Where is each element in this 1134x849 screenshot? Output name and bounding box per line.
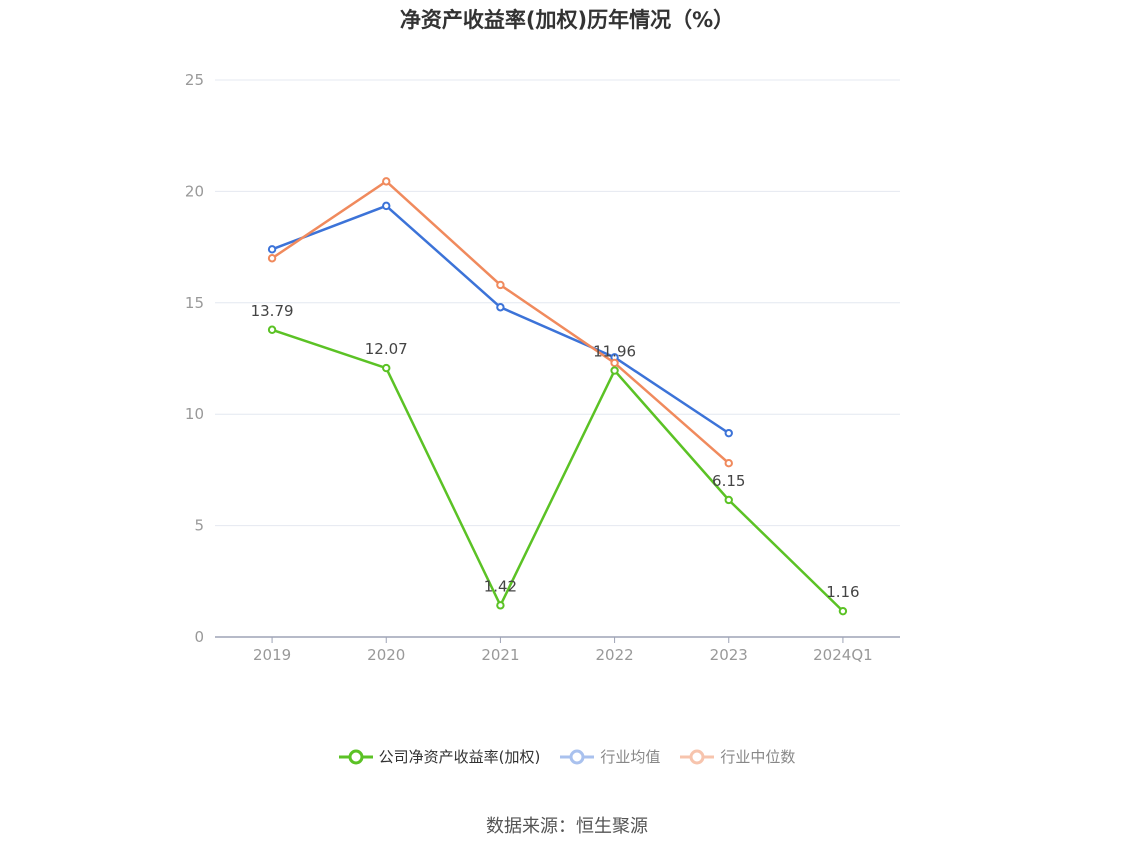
legend-label-company: 公司净资产收益率(加权) xyxy=(378,748,541,766)
y-tick-label: 20 xyxy=(185,182,204,200)
x-tick-label: 2021 xyxy=(481,646,519,664)
data-label: 1.42 xyxy=(484,577,517,595)
data-point xyxy=(724,428,733,438)
data-label: 6.15 xyxy=(712,472,745,490)
data-point xyxy=(838,606,848,616)
data-point xyxy=(267,245,277,254)
data-point xyxy=(382,201,391,211)
data-point xyxy=(267,254,277,263)
legend-label-median: 行业中位数 xyxy=(720,748,796,766)
x-tick-label: 2024Q1 xyxy=(813,646,873,664)
data-label: 1.16 xyxy=(826,583,859,601)
legend-item-company[interactable]: 公司净资产收益率(加权) xyxy=(338,746,541,767)
legend-swatch-median-icon xyxy=(680,749,715,764)
legend-item-average[interactable]: 行业均值 xyxy=(560,746,660,767)
data-point xyxy=(610,358,619,368)
y-tick-label: 15 xyxy=(185,294,204,312)
data-label: 12.07 xyxy=(365,340,408,358)
legend: 公司净资产收益率(加权) 行业均值 行业中位数 xyxy=(0,746,1134,767)
data-point xyxy=(496,601,505,610)
legend-swatch-average-icon xyxy=(560,749,595,764)
data-point xyxy=(724,459,733,468)
y-tick-label: 0 xyxy=(194,628,204,646)
x-tick-label: 2020 xyxy=(367,646,405,664)
y-tick-label: 10 xyxy=(185,405,204,423)
y-tick-label: 5 xyxy=(194,517,204,535)
series-line-1 xyxy=(271,204,730,435)
data-point xyxy=(610,366,619,375)
data-point xyxy=(496,280,505,290)
legend-label-average: 行业均值 xyxy=(600,748,661,766)
data-point xyxy=(267,325,277,334)
data-point xyxy=(382,363,391,373)
data-point xyxy=(496,303,505,312)
x-tick-label: 2022 xyxy=(595,646,633,664)
x-tick-label: 2023 xyxy=(710,646,748,664)
series-line-0 xyxy=(271,328,844,613)
chart-title: 净资产收益率(加权)历年情况（%） xyxy=(399,8,735,32)
data-label: 13.79 xyxy=(251,302,294,320)
y-tick-label: 25 xyxy=(185,71,204,89)
legend-swatch-company-icon xyxy=(338,749,373,764)
data-point xyxy=(724,495,733,505)
legend-item-median[interactable]: 行业中位数 xyxy=(680,746,795,767)
data-label: 11.96 xyxy=(593,343,636,361)
x-tick-label: 2019 xyxy=(253,646,291,664)
data-source: 数据来源：恒生聚源 xyxy=(486,816,648,837)
data-point xyxy=(382,177,391,186)
